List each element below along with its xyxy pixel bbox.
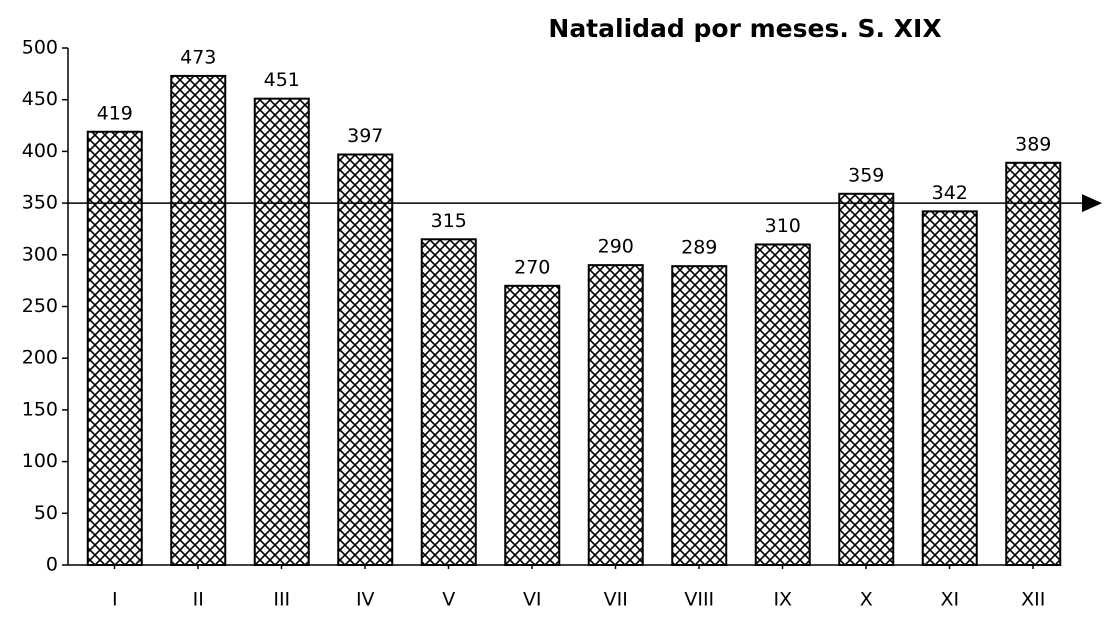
value-label: 359 (848, 164, 884, 186)
bar (86, 130, 143, 566)
value-label: 342 (932, 182, 968, 204)
x-tick-label: VIII (684, 589, 714, 611)
reference-arrow (1082, 194, 1102, 213)
bar (754, 243, 811, 567)
bar (337, 153, 394, 566)
x-tick-label: IX (773, 589, 792, 611)
y-tick-label: 150 (22, 398, 58, 420)
x-tick-label: XI (940, 589, 959, 611)
x-tick-label: X (860, 589, 873, 611)
x-tick-label: IV (356, 589, 375, 611)
x-tick-label: VII (604, 589, 628, 611)
bar (420, 238, 477, 566)
bar (587, 264, 644, 566)
value-label: 473 (180, 46, 216, 68)
value-label: 451 (264, 69, 300, 91)
y-tick-label: 400 (22, 140, 58, 162)
value-label: 419 (97, 102, 133, 124)
bar (253, 97, 310, 567)
x-tick-label: I (112, 589, 118, 611)
value-label: 310 (765, 215, 801, 237)
y-tick-label: 250 (22, 295, 58, 317)
bar (504, 284, 561, 566)
x-tick-label: III (273, 589, 290, 611)
y-tick-label: 450 (22, 88, 58, 110)
bar (1005, 161, 1062, 567)
x-tick-label: VI (523, 589, 542, 611)
x-tick-label: XII (1021, 589, 1045, 611)
x-tick-label: II (193, 589, 204, 611)
y-tick-label: 350 (22, 192, 58, 214)
y-tick-label: 100 (22, 450, 58, 472)
value-label: 389 (1015, 133, 1051, 155)
value-label: 397 (347, 125, 383, 147)
bar (838, 192, 895, 566)
value-label: 290 (598, 236, 634, 258)
bar (921, 210, 978, 566)
bar (671, 265, 728, 566)
chart-title: Natalidad por meses. S. XIX (548, 14, 941, 43)
value-label: 315 (431, 210, 467, 232)
y-tick-label: 0 (46, 554, 58, 576)
value-label: 289 (681, 237, 717, 259)
value-label: 270 (514, 256, 550, 278)
bar (170, 74, 227, 566)
y-tick-label: 50 (34, 502, 58, 524)
y-tick-label: 300 (22, 243, 58, 265)
x-tick-label: V (442, 589, 455, 611)
y-tick-label: 500 (22, 37, 58, 59)
y-tick-label: 200 (22, 347, 58, 369)
